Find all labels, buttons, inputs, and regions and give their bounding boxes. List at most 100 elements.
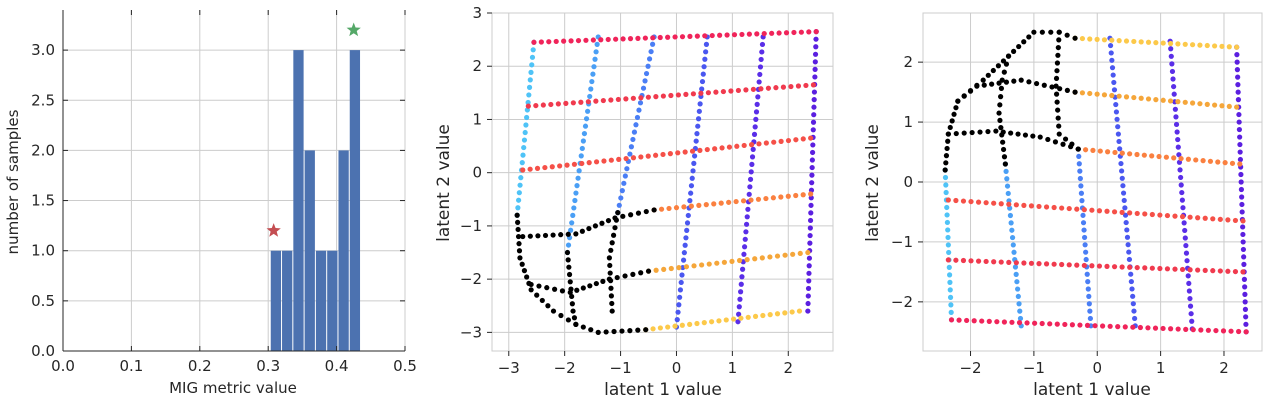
- latent-point: [998, 125, 1004, 131]
- latent-point: [812, 74, 818, 80]
- latent-point: [1120, 183, 1126, 189]
- latent-point: [682, 242, 688, 248]
- latent-point: [1079, 90, 1086, 96]
- latent-point: [738, 315, 744, 321]
- latent-point: [1116, 138, 1122, 145]
- latent-point: [667, 151, 673, 157]
- latent-point: [692, 153, 698, 159]
- latent-point: [1121, 197, 1127, 204]
- latent-point: [1126, 256, 1133, 263]
- latent-point: [643, 208, 649, 215]
- latent-point: [691, 263, 697, 269]
- latent-point: [1055, 44, 1061, 51]
- latent-point: [1053, 75, 1060, 82]
- latent-point: [747, 176, 754, 182]
- latent-point: [1171, 83, 1177, 90]
- latent-point: [1003, 61, 1010, 67]
- latent-point: [1024, 320, 1030, 326]
- latent-point: [711, 201, 717, 207]
- latent-point: [1175, 99, 1181, 105]
- latent-point: [953, 130, 959, 137]
- latent-point: [947, 124, 953, 131]
- latent-point: [960, 198, 967, 204]
- latent-point: [757, 64, 764, 70]
- latent-point: [1200, 158, 1206, 164]
- latent-point: [1064, 32, 1070, 38]
- latent-point: [1015, 293, 1021, 300]
- latent-point: [1240, 239, 1246, 245]
- latent-point: [528, 69, 534, 75]
- latent-point: [696, 108, 702, 114]
- latent-point: [565, 242, 572, 248]
- latent-point: [1149, 211, 1155, 218]
- latent-point: [697, 147, 703, 153]
- latent-point: [1016, 320, 1023, 326]
- latent-point: [805, 308, 811, 314]
- latent-point: [1074, 262, 1080, 268]
- latent-point: [760, 312, 766, 319]
- latent-point: [1078, 190, 1085, 196]
- latent-point: [743, 229, 749, 235]
- latent-point: [948, 302, 954, 308]
- latent-point: [1180, 205, 1186, 211]
- latent-point: [1124, 234, 1131, 240]
- latent-point: [1123, 38, 1130, 44]
- latent-point: [630, 136, 636, 143]
- latent-point: [581, 130, 588, 137]
- latent-point: [1011, 249, 1017, 255]
- latent-grid-line: [1167, 38, 1195, 332]
- latent-point: [571, 315, 578, 321]
- latent-point: [730, 316, 737, 322]
- latent-point: [807, 217, 814, 224]
- latent-point: [1051, 204, 1057, 211]
- latent-point: [1120, 190, 1127, 196]
- latent-point: [1053, 83, 1059, 89]
- latent-point: [996, 110, 1002, 116]
- x-tick-label: 0.0: [51, 357, 75, 375]
- latent-grid-line: [643, 308, 803, 333]
- latent-point: [749, 154, 756, 160]
- latent-point: [944, 219, 951, 226]
- latent-point: [1078, 183, 1084, 189]
- latent-point: [703, 202, 709, 208]
- latent-point: [945, 234, 951, 241]
- latent-point: [1011, 78, 1017, 84]
- latent-point: [1107, 323, 1113, 329]
- latent-point: [735, 319, 741, 325]
- latent-point: [1090, 147, 1096, 153]
- latent-point: [696, 202, 702, 208]
- latent-point: [945, 138, 951, 144]
- latent-point: [570, 100, 576, 106]
- latent-grid-line: [1072, 89, 1240, 110]
- latent-point: [948, 309, 954, 315]
- x-tick-label: 2: [784, 359, 794, 377]
- latent-point: [553, 38, 559, 45]
- latent-point: [809, 172, 815, 178]
- latent-point: [1145, 39, 1152, 45]
- latent-point: [574, 183, 580, 189]
- latent-point: [607, 270, 613, 276]
- latent-point: [1022, 132, 1029, 138]
- latent-point: [733, 198, 739, 205]
- latent-point: [1212, 43, 1218, 49]
- latent-point: [1107, 42, 1114, 49]
- latent-point: [975, 258, 982, 264]
- latent-point: [1060, 141, 1066, 147]
- latent-point: [593, 49, 599, 55]
- latent-point: [1236, 328, 1242, 335]
- latent-point: [701, 320, 707, 326]
- latent-point: [1182, 41, 1188, 47]
- latent-point: [1189, 318, 1195, 324]
- latent-point: [572, 197, 578, 204]
- latent-point: [745, 314, 751, 320]
- latent-point: [586, 225, 592, 232]
- latent-point: [1082, 147, 1089, 153]
- latent-point: [578, 153, 584, 159]
- y-tick-label: 2: [903, 53, 913, 71]
- latent-point: [1241, 261, 1247, 267]
- latent-point: [653, 94, 659, 100]
- latent-point: [1225, 268, 1231, 274]
- latent-point: [1198, 327, 1204, 333]
- latent-point: [1163, 154, 1169, 160]
- latent-point: [586, 160, 592, 166]
